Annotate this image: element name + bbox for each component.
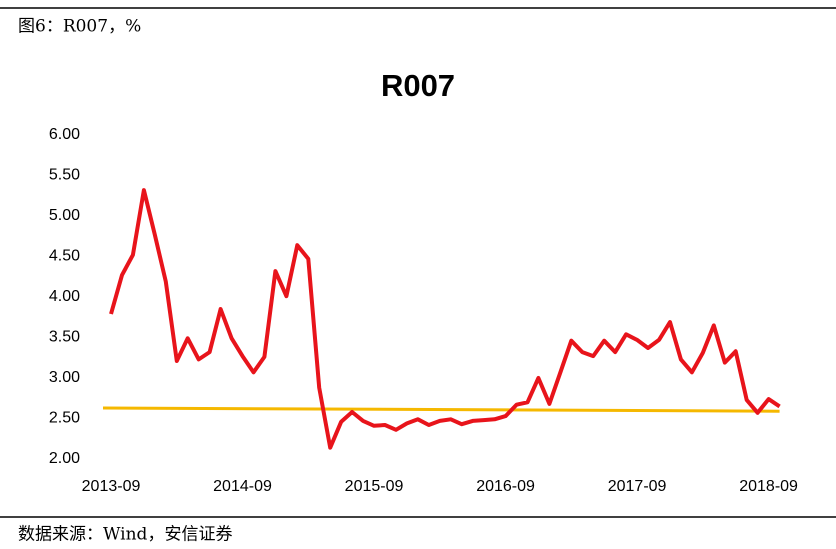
source-note: 数据来源：Wind，安信证券	[18, 525, 232, 545]
y-tick-label: 4.50	[49, 248, 80, 265]
x-tick-label: 2016-09	[476, 478, 535, 495]
y-tick-label: 5.00	[49, 207, 80, 224]
y-tick-label: 6.00	[49, 126, 80, 143]
data-line	[109, 188, 781, 450]
y-tick-label: 2.00	[49, 450, 80, 467]
x-tick-label: 2018-09	[739, 478, 798, 495]
y-tick-label: 4.00	[49, 288, 80, 305]
x-tick-label: 2017-09	[608, 478, 667, 495]
chart-title: R007	[381, 68, 455, 103]
y-tick-label: 3.00	[49, 369, 80, 386]
y-tick-label: 5.50	[49, 167, 80, 184]
y-tick-label: 3.50	[49, 329, 80, 346]
x-tick-label: 2013-09	[82, 478, 141, 495]
y-tick-label: 2.50	[49, 410, 80, 427]
reference-line	[102, 406, 780, 413]
figure-caption: 图6：R007，%	[18, 17, 141, 37]
x-tick-label: 2015-09	[345, 478, 404, 495]
x-tick-label: 2014-09	[213, 478, 272, 495]
